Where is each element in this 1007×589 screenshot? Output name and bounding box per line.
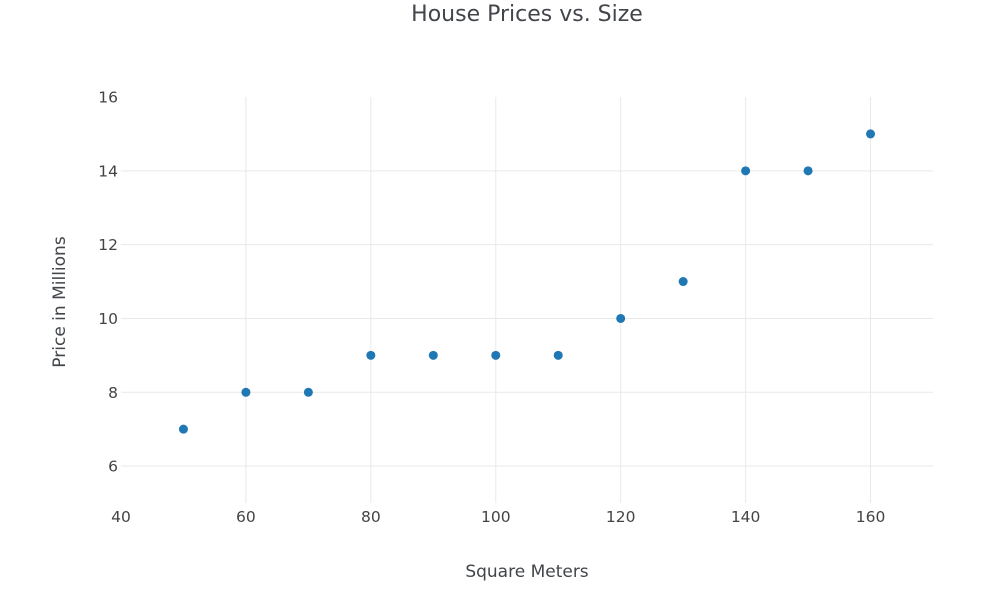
data-point[interactable] <box>241 387 251 397</box>
data-point[interactable] <box>178 424 188 434</box>
x-tick-label: 80 <box>361 508 381 526</box>
x-axis-title: Square Meters <box>465 562 589 582</box>
data-point[interactable] <box>428 350 438 360</box>
x-tick-label: 40 <box>111 508 131 526</box>
y-tick-label: 10 <box>98 310 118 328</box>
data-point[interactable] <box>803 166 813 176</box>
data-point[interactable] <box>303 387 313 397</box>
y-tick-label: 12 <box>98 236 118 254</box>
y-axis-title: Price in Millions <box>50 236 70 368</box>
y-tick-label: 14 <box>98 162 118 180</box>
y-tick-label: 16 <box>98 89 118 107</box>
chart-title: House Prices vs. Size <box>411 2 643 27</box>
data-point[interactable] <box>741 166 751 176</box>
y-tick-label: 8 <box>108 384 118 402</box>
data-points <box>178 129 876 434</box>
x-tick-label: 140 <box>731 508 761 526</box>
data-point[interactable] <box>616 313 626 323</box>
x-tick-label: 100 <box>481 508 511 526</box>
data-point[interactable] <box>553 350 563 360</box>
x-tick-label: 120 <box>606 508 636 526</box>
data-point[interactable] <box>491 350 501 360</box>
x-tick-label: 60 <box>236 508 256 526</box>
data-point[interactable] <box>678 277 688 287</box>
gridlines <box>121 97 933 503</box>
data-point[interactable] <box>866 129 876 139</box>
data-point[interactable] <box>366 350 376 360</box>
tick-labels: 40 60 80 100 120 140 160 6 8 10 12 14 16 <box>98 89 885 527</box>
x-tick-label: 160 <box>856 508 886 526</box>
y-tick-label: 6 <box>108 458 118 476</box>
